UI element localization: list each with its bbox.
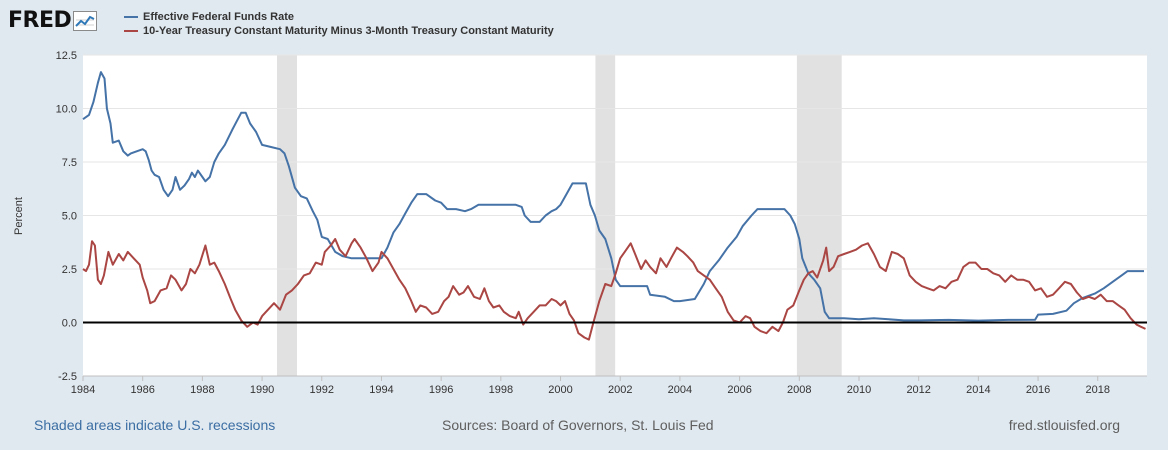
x-tick-label: 1990 bbox=[250, 384, 274, 396]
sources-text: Sources: Board of Governors, St. Louis F… bbox=[442, 417, 714, 433]
y-tick-label: 5.0 bbox=[62, 211, 77, 223]
x-tick-label: 1998 bbox=[489, 384, 513, 396]
fred-wordmark: FRED bbox=[8, 8, 72, 33]
x-tick-label: 2016 bbox=[1026, 384, 1050, 396]
x-tick-label: 1994 bbox=[369, 384, 393, 396]
y-tick-label: 0.0 bbox=[62, 318, 77, 330]
y-tick-label: 12.5 bbox=[56, 50, 77, 62]
x-tick-label: 1992 bbox=[310, 384, 334, 396]
x-tick-label: 1996 bbox=[429, 384, 453, 396]
y-tick-label: 7.5 bbox=[62, 157, 77, 169]
y-tick-label: 10.0 bbox=[56, 104, 77, 116]
x-tick-label: 2014 bbox=[966, 384, 990, 396]
x-tick-label: 2008 bbox=[787, 384, 811, 396]
x-tick-label: 2018 bbox=[1086, 384, 1110, 396]
x-tick-label: 2010 bbox=[847, 384, 871, 396]
y-tick-label: -2.5 bbox=[58, 371, 77, 383]
x-tick-label: 1988 bbox=[190, 384, 214, 396]
series-line-1[interactable] bbox=[82, 238, 1146, 341]
axis-layer: -2.5 0.0 2.5 5.0 7.5 10.0 12.5 1984 1986 1988 1990… bbox=[56, 50, 1147, 396]
line-chart: -2.5 0.0 2.5 5.0 7.5 10.0 12.5 1984 1986 1988 1990… bbox=[13, 50, 1147, 396]
legend-label-fed-funds: Effective Federal Funds Rate bbox=[143, 10, 294, 23]
legend-item-fed-funds[interactable]: Effective Federal Funds Rate bbox=[124, 10, 554, 23]
y-axis-label: Percent bbox=[13, 197, 25, 235]
chart-footer: Shaded areas indicate U.S. recessions So… bbox=[0, 412, 1168, 440]
x-tick-label: 2012 bbox=[906, 384, 930, 396]
fred-url-link[interactable]: fred.stlouisfed.org bbox=[1008, 417, 1120, 433]
x-tick-label: 2004 bbox=[668, 384, 692, 396]
chart-legend: Effective Federal Funds Rate 10-Year Tre… bbox=[124, 10, 554, 38]
chart-graph-icon bbox=[73, 11, 98, 31]
recession-note-link[interactable]: Shaded areas indicate U.S. recessions bbox=[34, 417, 276, 433]
x-tick-label: 1986 bbox=[130, 384, 154, 396]
chart-header: FRED Effective Federal Funds Rate 10-Yea… bbox=[0, 0, 1168, 48]
legend-item-term-spread[interactable]: 10-Year Treasury Constant Maturity Minus… bbox=[124, 24, 554, 37]
legend-label-term-spread: 10-Year Treasury Constant Maturity Minus… bbox=[143, 24, 554, 37]
x-tick-label: 2000 bbox=[548, 384, 572, 396]
x-tick-label: 2006 bbox=[727, 384, 751, 396]
y-tick-label: 2.5 bbox=[62, 264, 77, 276]
legend-swatch-fed-funds bbox=[124, 15, 138, 18]
series-line-0[interactable] bbox=[82, 71, 1144, 322]
legend-swatch-term-spread bbox=[124, 29, 138, 32]
series-layer bbox=[82, 71, 1147, 341]
x-tick-label: 2002 bbox=[608, 384, 632, 396]
x-tick-label: 1984 bbox=[71, 384, 95, 396]
fred-logo[interactable]: FRED bbox=[8, 8, 98, 34]
